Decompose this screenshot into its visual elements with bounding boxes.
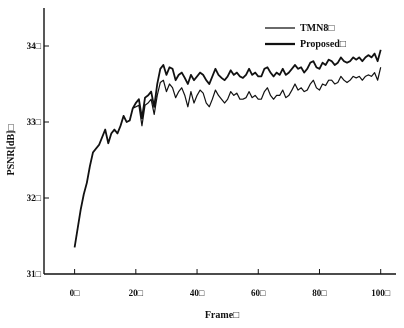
series-line-proposed <box>73 49 382 248</box>
x-tick-label: 0□ <box>70 288 81 298</box>
y-axis-ticks: 31□ 32□ 33□ 34□ <box>27 41 49 279</box>
y-tick-label: 33□ <box>27 117 42 127</box>
y-tick-label: 31□ <box>27 269 42 279</box>
x-axis-ticks: 0□ 20□ 40□ 60□ 80□ 100□ <box>70 269 391 298</box>
x-tick-label: 100□ <box>371 288 391 298</box>
x-axis-label: Frame□ <box>205 310 239 321</box>
x-tick-label: 40□ <box>190 288 205 298</box>
y-tick-label: 32□ <box>27 193 42 203</box>
y-tick-label: 34□ <box>27 41 42 51</box>
series-line-tmn8 <box>74 67 382 248</box>
x-tick-label: 20□ <box>129 288 144 298</box>
x-tick-label: 60□ <box>251 288 266 298</box>
legend-label-tmn8: TMN8□ <box>300 23 334 34</box>
x-tick-label: 80□ <box>312 288 327 298</box>
y-axis-label: PSNR[dB]□ <box>6 124 17 175</box>
legend-label-proposed: Proposed□ <box>300 39 346 50</box>
legend: TMN8□ Proposed□ <box>265 23 346 50</box>
series-lines <box>73 49 382 248</box>
